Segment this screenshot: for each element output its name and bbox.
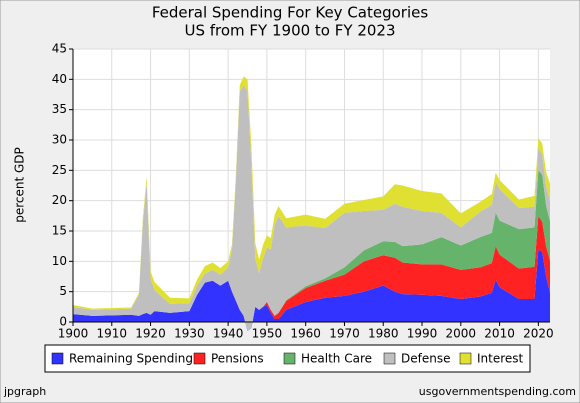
y-tick-label: 5 bbox=[59, 284, 67, 298]
chart-subtitle: US from FY 1900 to FY 2023 bbox=[184, 22, 395, 40]
y-axis-label: percent GDP bbox=[13, 147, 27, 223]
chart-title: Federal Spending For Key Categories bbox=[152, 4, 429, 22]
x-tick-label: 1920 bbox=[135, 327, 166, 341]
area bbox=[73, 170, 550, 332]
x-tick-label: 1980 bbox=[368, 327, 399, 341]
legend-swatch bbox=[51, 352, 64, 365]
y-tick-label: 45 bbox=[52, 42, 67, 56]
area bbox=[73, 249, 550, 332]
x-tick-label: 1940 bbox=[213, 327, 244, 341]
x-tick-label: 1900 bbox=[58, 327, 89, 341]
x-tick-label: 1970 bbox=[329, 327, 360, 341]
x-tick-label: 1960 bbox=[290, 327, 321, 341]
legend-swatch bbox=[283, 352, 296, 365]
y-tick-label: 30 bbox=[52, 133, 67, 147]
y-tick-label: 15 bbox=[52, 224, 67, 238]
footer-right: usgovernmentspending.com bbox=[419, 385, 576, 398]
y-tick-label: 20 bbox=[52, 193, 67, 207]
x-tick-label: 1910 bbox=[97, 327, 128, 341]
legend-label: Interest bbox=[477, 352, 524, 366]
legend bbox=[44, 344, 531, 373]
x-tick-label: 1950 bbox=[252, 327, 283, 341]
y-tick-label: 0 bbox=[59, 315, 67, 329]
y-tick-label: 10 bbox=[52, 254, 67, 268]
legend-swatch bbox=[459, 352, 472, 365]
legend-swatch bbox=[383, 352, 396, 365]
x-tick-label: 2000 bbox=[446, 327, 477, 341]
area bbox=[73, 85, 550, 332]
legend-label: Remaining Spending bbox=[69, 352, 193, 366]
x-tick-label: 2020 bbox=[523, 327, 554, 341]
legend-label: Health Care bbox=[301, 352, 372, 366]
x-tick-label: 2010 bbox=[484, 327, 515, 341]
legend-label: Pensions bbox=[211, 352, 264, 366]
legend-label: Defense bbox=[401, 352, 450, 366]
x-tick-label: 1930 bbox=[174, 327, 205, 341]
y-tick-label: 25 bbox=[52, 163, 67, 177]
legend-swatch bbox=[193, 352, 206, 365]
y-tick-label: 35 bbox=[52, 102, 67, 116]
y-tick-label: 40 bbox=[52, 72, 67, 86]
footer-left: jpgraph bbox=[3, 385, 46, 398]
x-tick-label: 1990 bbox=[407, 327, 438, 341]
area bbox=[73, 215, 550, 332]
